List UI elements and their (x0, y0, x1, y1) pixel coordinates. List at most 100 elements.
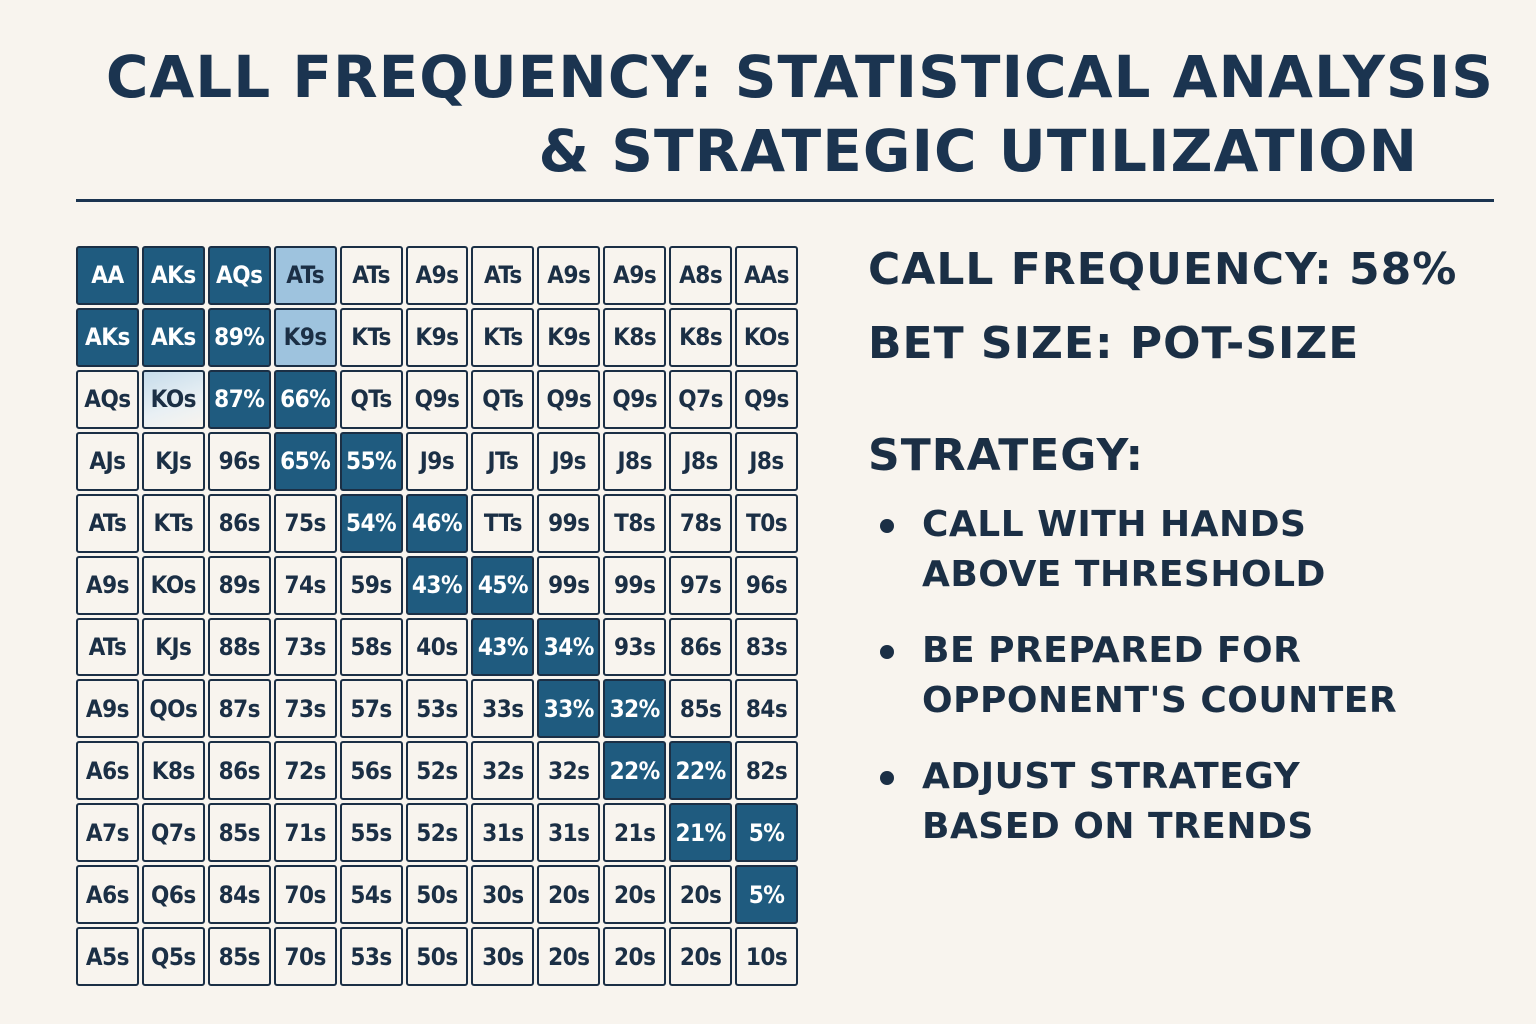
hand-cell: J8s (735, 431, 798, 491)
hand-cell: A8s (669, 246, 733, 305)
hand-cell: AAs (735, 246, 798, 305)
hand-cell: KOs (141, 369, 205, 429)
hand-cell: ATs (339, 246, 403, 305)
strategy-item: BE PREPARED FOR OPPONENT'S COUNTER (868, 626, 1508, 726)
hand-cell: A9s (603, 246, 667, 305)
hand-cell: KJs (141, 431, 205, 491)
hand-cell: 73s (273, 679, 337, 739)
hand-cell: 10s (735, 927, 798, 986)
hand-cell: 22% (669, 741, 733, 801)
hand-cell: J8s (603, 431, 667, 491)
hand-cell: JTs (471, 431, 535, 491)
hand-cell: 34% (537, 617, 601, 677)
hand-cell: 5% (735, 803, 798, 863)
hand-cell: 73s (273, 617, 337, 677)
strategy-item-line-2: OPPONENT'S COUNTER (922, 680, 1398, 721)
hand-cell: 30s (471, 865, 535, 925)
hand-cell: AJs (76, 431, 139, 491)
hand-cell: 46% (405, 493, 469, 553)
hand-cell: 84s (207, 865, 271, 925)
hand-cell: 43% (471, 617, 535, 677)
strategy-heading: STRATEGY: (868, 430, 1145, 481)
hand-cell: 87s (207, 679, 271, 739)
hand-cell: KTs (471, 307, 535, 367)
hand-cell: 72s (273, 741, 337, 801)
hand-cell: Q7s (669, 369, 733, 429)
hand-cell: 52s (405, 741, 469, 801)
hand-cell: J8s (669, 431, 733, 491)
hand-cell: K8s (141, 741, 205, 801)
hand-cell: 33% (537, 679, 601, 739)
hand-cell: 70s (273, 865, 337, 925)
hand-cell: Q7s (141, 803, 205, 863)
hand-cell: 58s (339, 617, 403, 677)
hand-cell: AKs (141, 307, 205, 367)
hand-cell: 55s (339, 803, 403, 863)
hand-cell: A5s (76, 927, 139, 986)
hand-cell: A6s (76, 865, 139, 925)
hand-cell: 86s (669, 617, 733, 677)
bet-size-stat: BET SIZE: POT-SIZE (868, 318, 1360, 369)
hand-cell: 55% (339, 431, 403, 491)
hand-cell: 78s (669, 493, 733, 553)
hand-cell: 75s (273, 493, 337, 553)
strategy-item-line-1: ADJUST STRATEGY (922, 756, 1301, 797)
hand-cell: KJs (141, 617, 205, 677)
hand-cell: QTs (339, 369, 403, 429)
hand-cell: A6s (76, 741, 139, 801)
hand-cell: 21s (603, 803, 667, 863)
hand-range-grid: AA AKs AQs ATs ATs A9s ATs A9s A9s A8s AAs AKs AKs 89… (76, 246, 798, 986)
hand-cell: Q5s (141, 927, 205, 986)
hand-cell: 89s (207, 555, 271, 615)
title-line-1: CALL FREQUENCY: STATISTICAL ANALYSIS (105, 43, 1494, 111)
hand-cell: 43% (405, 555, 469, 615)
hand-cell: 52s (405, 803, 469, 863)
hand-cell: 22% (603, 741, 667, 801)
hand-cell: 32% (603, 679, 667, 739)
call-frequency-stat: CALL FREQUENCY: 58% (868, 244, 1458, 295)
hand-cell: 57s (339, 679, 403, 739)
hand-cell: 50s (405, 865, 469, 925)
hand-cell: 85s (207, 927, 271, 986)
hand-cell: QTs (471, 369, 535, 429)
hand-cell: 56s (339, 741, 403, 801)
hand-cell: QOs (141, 679, 205, 739)
bullet-icon (880, 645, 894, 659)
hand-cell: A9s (405, 246, 469, 305)
hand-cell: 96s (207, 431, 271, 491)
hand-cell: 53s (405, 679, 469, 739)
hand-cell: T8s (603, 493, 667, 553)
hand-cell: 40s (405, 617, 469, 677)
hand-cell: 97s (669, 555, 733, 615)
hand-cell: K9s (273, 307, 337, 367)
hand-cell: K8s (603, 307, 667, 367)
hand-cell: ATs (273, 246, 337, 305)
hand-cell: 20s (603, 865, 667, 925)
hand-cell: J9s (537, 431, 601, 491)
strategy-list: CALL WITH HANDS ABOVE THRESHOLD BE PREPA… (868, 500, 1508, 852)
hand-cell: 84s (735, 679, 798, 739)
hand-cell: ATs (76, 493, 139, 553)
hand-cell: 89% (207, 307, 271, 367)
strategy-item: ADJUST STRATEGY BASED ON TRENDS (868, 752, 1508, 852)
hand-cell: Q9s (405, 369, 469, 429)
hand-cell: 31s (471, 803, 535, 863)
hand-cell: AKs (76, 307, 139, 367)
hand-cell: A9s (76, 679, 139, 739)
hand-cell: AQs (207, 246, 271, 305)
title-line-2: & STRATEGIC UTILIZATION (538, 117, 1418, 185)
hand-cell: 65% (273, 431, 337, 491)
hand-cell: 70s (273, 927, 337, 986)
hand-cell: 21% (669, 803, 733, 863)
hand-cell: Q9s (603, 369, 667, 429)
hand-cell: 99s (537, 493, 601, 553)
strategy-item: CALL WITH HANDS ABOVE THRESHOLD (868, 500, 1508, 600)
hand-cell: ATs (76, 617, 139, 677)
hand-cell: AA (76, 246, 139, 305)
hand-cell: 32s (537, 741, 601, 801)
info-panel: CALL FREQUENCY: 58% BET SIZE: POT-SIZE S… (868, 240, 1508, 878)
hand-cell: 54% (339, 493, 403, 553)
hand-cell: 20s (669, 927, 733, 986)
hand-cell: 50s (405, 927, 469, 986)
hand-cell: 54s (339, 865, 403, 925)
